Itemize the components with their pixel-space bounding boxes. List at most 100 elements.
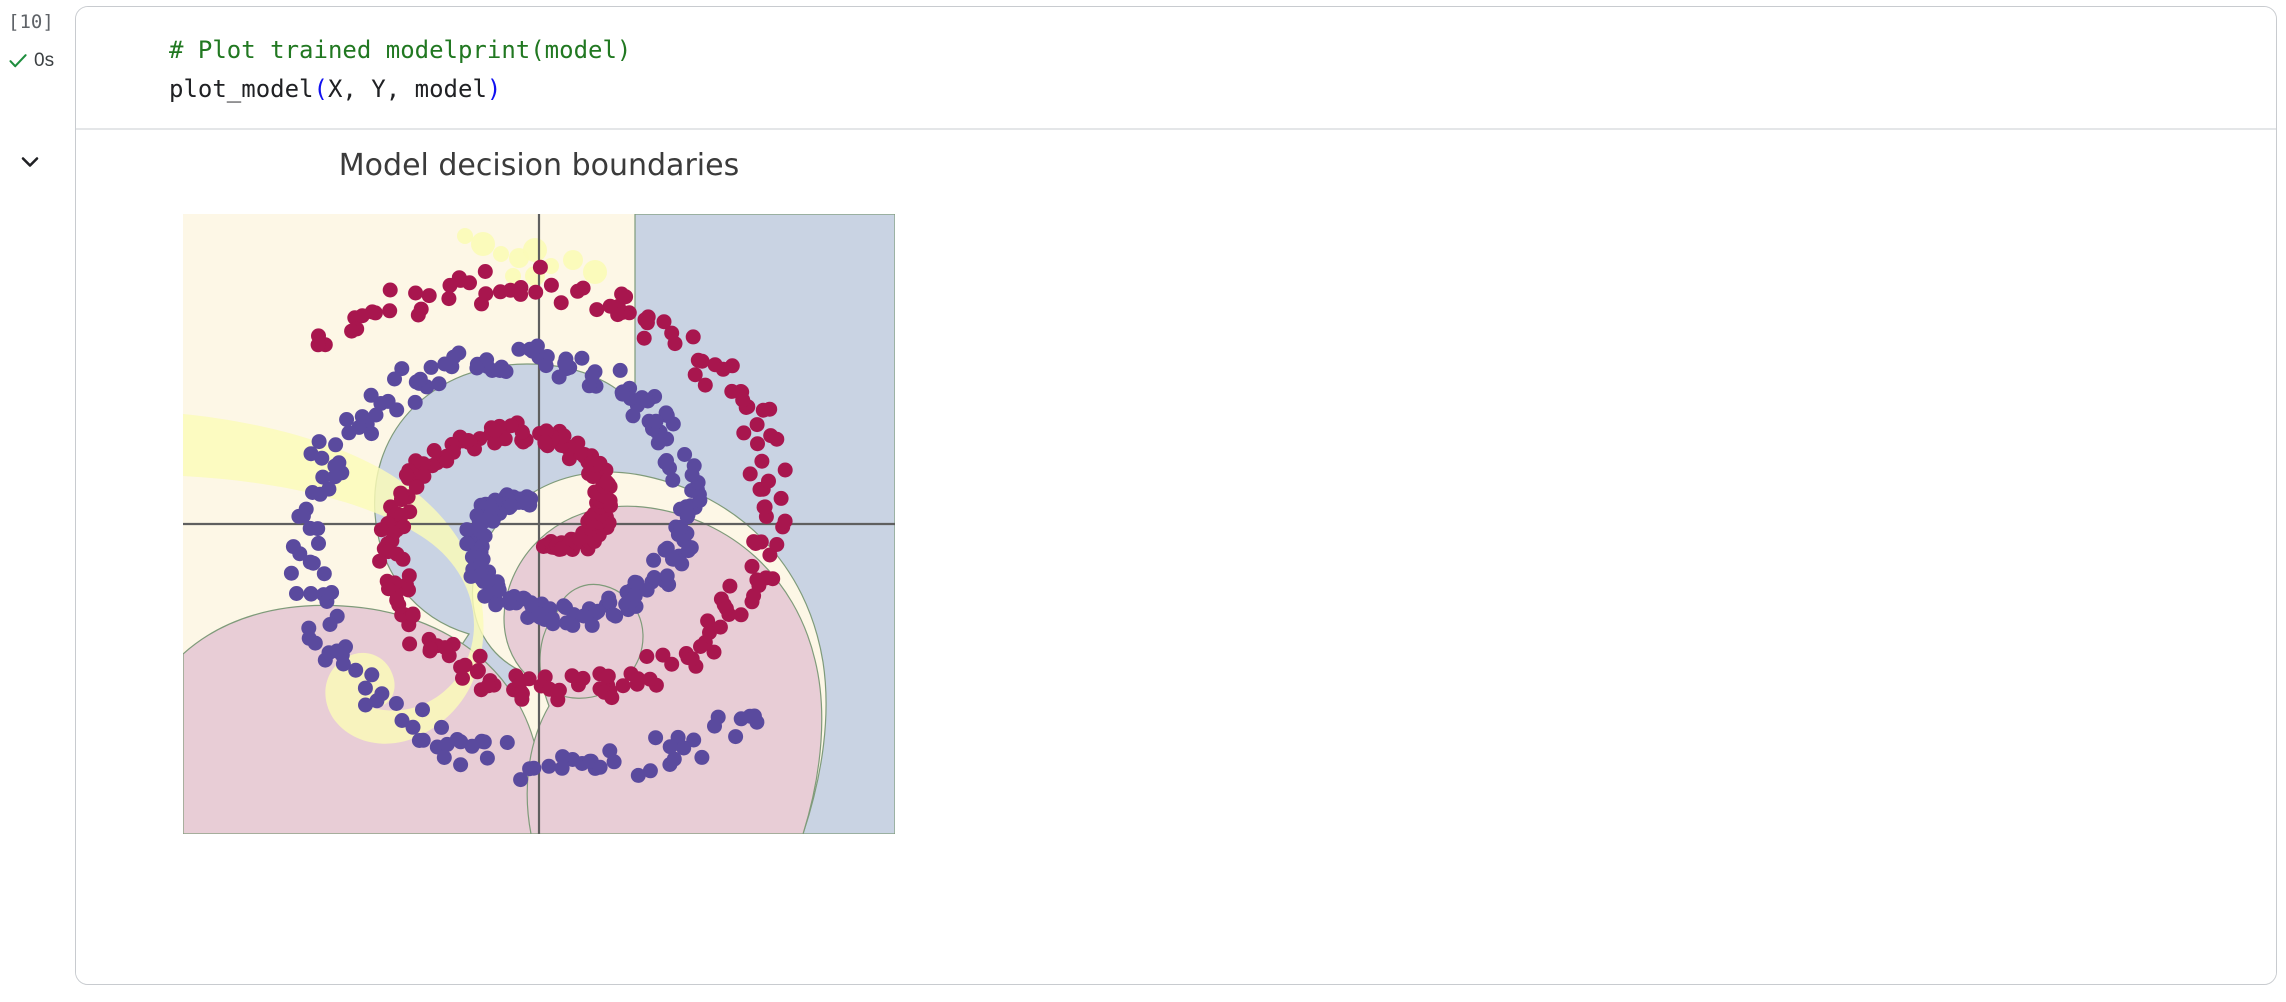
- code-lines[interactable]: # Plot trained modelprint(model) plot_mo…: [169, 31, 631, 109]
- scatter-point: [777, 513, 793, 529]
- scatter-point: [570, 283, 586, 299]
- scatter-point: [777, 462, 793, 478]
- scatter-point: [736, 425, 752, 441]
- scatter-point: [678, 499, 694, 515]
- code-editor[interactable]: # Plot trained modelprint(model) plot_mo…: [76, 7, 2276, 127]
- scatter-point: [690, 352, 706, 368]
- execution-count-label[interactable]: [10]: [8, 11, 54, 33]
- scatter-point: [491, 582, 507, 598]
- scatter-point: [761, 473, 776, 489]
- scatter-point: [441, 291, 457, 307]
- scatter-point: [354, 308, 370, 324]
- scatter-point: [575, 670, 591, 686]
- scatter-point: [608, 608, 624, 624]
- scatter-point: [754, 453, 770, 469]
- scatter-point: [462, 275, 477, 291]
- scatter-point: [625, 408, 641, 424]
- cell-run-status: 0s: [8, 50, 54, 72]
- scatter-point: [364, 667, 380, 683]
- scatter-point: [612, 362, 628, 378]
- scatter-point: [303, 446, 319, 462]
- scatter-point: [712, 619, 728, 635]
- scatter-point: [749, 417, 765, 433]
- scatter-point: [289, 586, 304, 601]
- scatter-point: [697, 377, 713, 393]
- scatter-point: [657, 454, 673, 470]
- scatter-point: [755, 402, 771, 418]
- scatter-point: [604, 690, 620, 706]
- scatter-point: [477, 264, 493, 279]
- scatter-point: [553, 295, 569, 311]
- scatter-point: [584, 368, 600, 384]
- scatter-point: [487, 423, 503, 439]
- scatter-point: [431, 376, 447, 392]
- scatter-point: [394, 361, 410, 377]
- scatter-point: [341, 425, 357, 441]
- scatter-point: [648, 413, 664, 429]
- scatter-point: [372, 553, 388, 569]
- scatter-point: [718, 601, 734, 616]
- scatter-point: [389, 402, 405, 418]
- scatter-point: [537, 434, 553, 450]
- scatter-point: [488, 597, 504, 613]
- scatter-point: [311, 434, 327, 450]
- scatter-point: [311, 535, 326, 551]
- scatter-point: [585, 469, 601, 485]
- scatter-point: [746, 708, 762, 724]
- scatter-point: [305, 485, 320, 500]
- scatter-point: [449, 732, 465, 747]
- scatter-point: [735, 392, 751, 408]
- scatter-point: [408, 285, 424, 301]
- scatter-point: [469, 360, 485, 376]
- scatter-point: [321, 481, 337, 497]
- matplotlib-figure: Model decision boundaries: [129, 130, 949, 960]
- scatter-point: [388, 696, 404, 711]
- scatter-point: [646, 570, 662, 585]
- scatter-point: [639, 649, 655, 664]
- chart-title: Model decision boundaries: [338, 148, 740, 183]
- scatter-point: [684, 467, 700, 483]
- scatter-point: [387, 371, 402, 387]
- scatter-point: [511, 341, 527, 357]
- scatter-point: [492, 284, 508, 300]
- scatter-point: [421, 288, 437, 304]
- scatter-point: [303, 586, 319, 602]
- code-open-paren: (: [313, 75, 328, 103]
- scatter-point: [687, 367, 703, 383]
- scatter-series-class-0: [283, 338, 765, 788]
- scatter-point: [315, 469, 331, 485]
- scatter-point: [528, 284, 544, 300]
- scatter-point: [642, 671, 658, 687]
- scatter-point: [646, 552, 662, 568]
- scatter-point: [733, 607, 749, 623]
- scatter-point: [589, 302, 605, 318]
- yellow-speckle: [563, 250, 583, 270]
- scatter-point: [476, 734, 492, 750]
- scatter-point: [398, 467, 414, 483]
- scatter-point: [358, 697, 373, 713]
- scatter-point: [559, 615, 574, 631]
- code-close-paren: ): [486, 75, 502, 103]
- scatter-point: [382, 282, 398, 298]
- yellow-speckle: [583, 260, 607, 284]
- scatter-point: [328, 437, 344, 453]
- scatter-point: [538, 423, 554, 439]
- scatter-point: [656, 314, 672, 330]
- scatter-point: [382, 303, 398, 319]
- code-arguments: X, Y, model: [327, 75, 487, 103]
- chevron-down-icon[interactable]: [16, 148, 44, 176]
- scatter-point: [627, 588, 643, 604]
- scatter-point: [514, 424, 530, 440]
- scatter-point: [662, 739, 678, 755]
- scatter-point: [532, 259, 548, 275]
- scatter-point: [742, 466, 758, 482]
- scatter-point: [479, 750, 495, 766]
- scatter-point: [751, 578, 767, 593]
- notebook-cell-card[interactable]: # Plot trained modelprint(model) plot_mo…: [75, 6, 2277, 985]
- scatter-point: [470, 663, 486, 678]
- scatter-point: [592, 759, 608, 775]
- scatter-point: [460, 433, 476, 448]
- scatter-point: [665, 472, 681, 488]
- scatter-point: [630, 767, 646, 783]
- scatter-point: [544, 611, 560, 627]
